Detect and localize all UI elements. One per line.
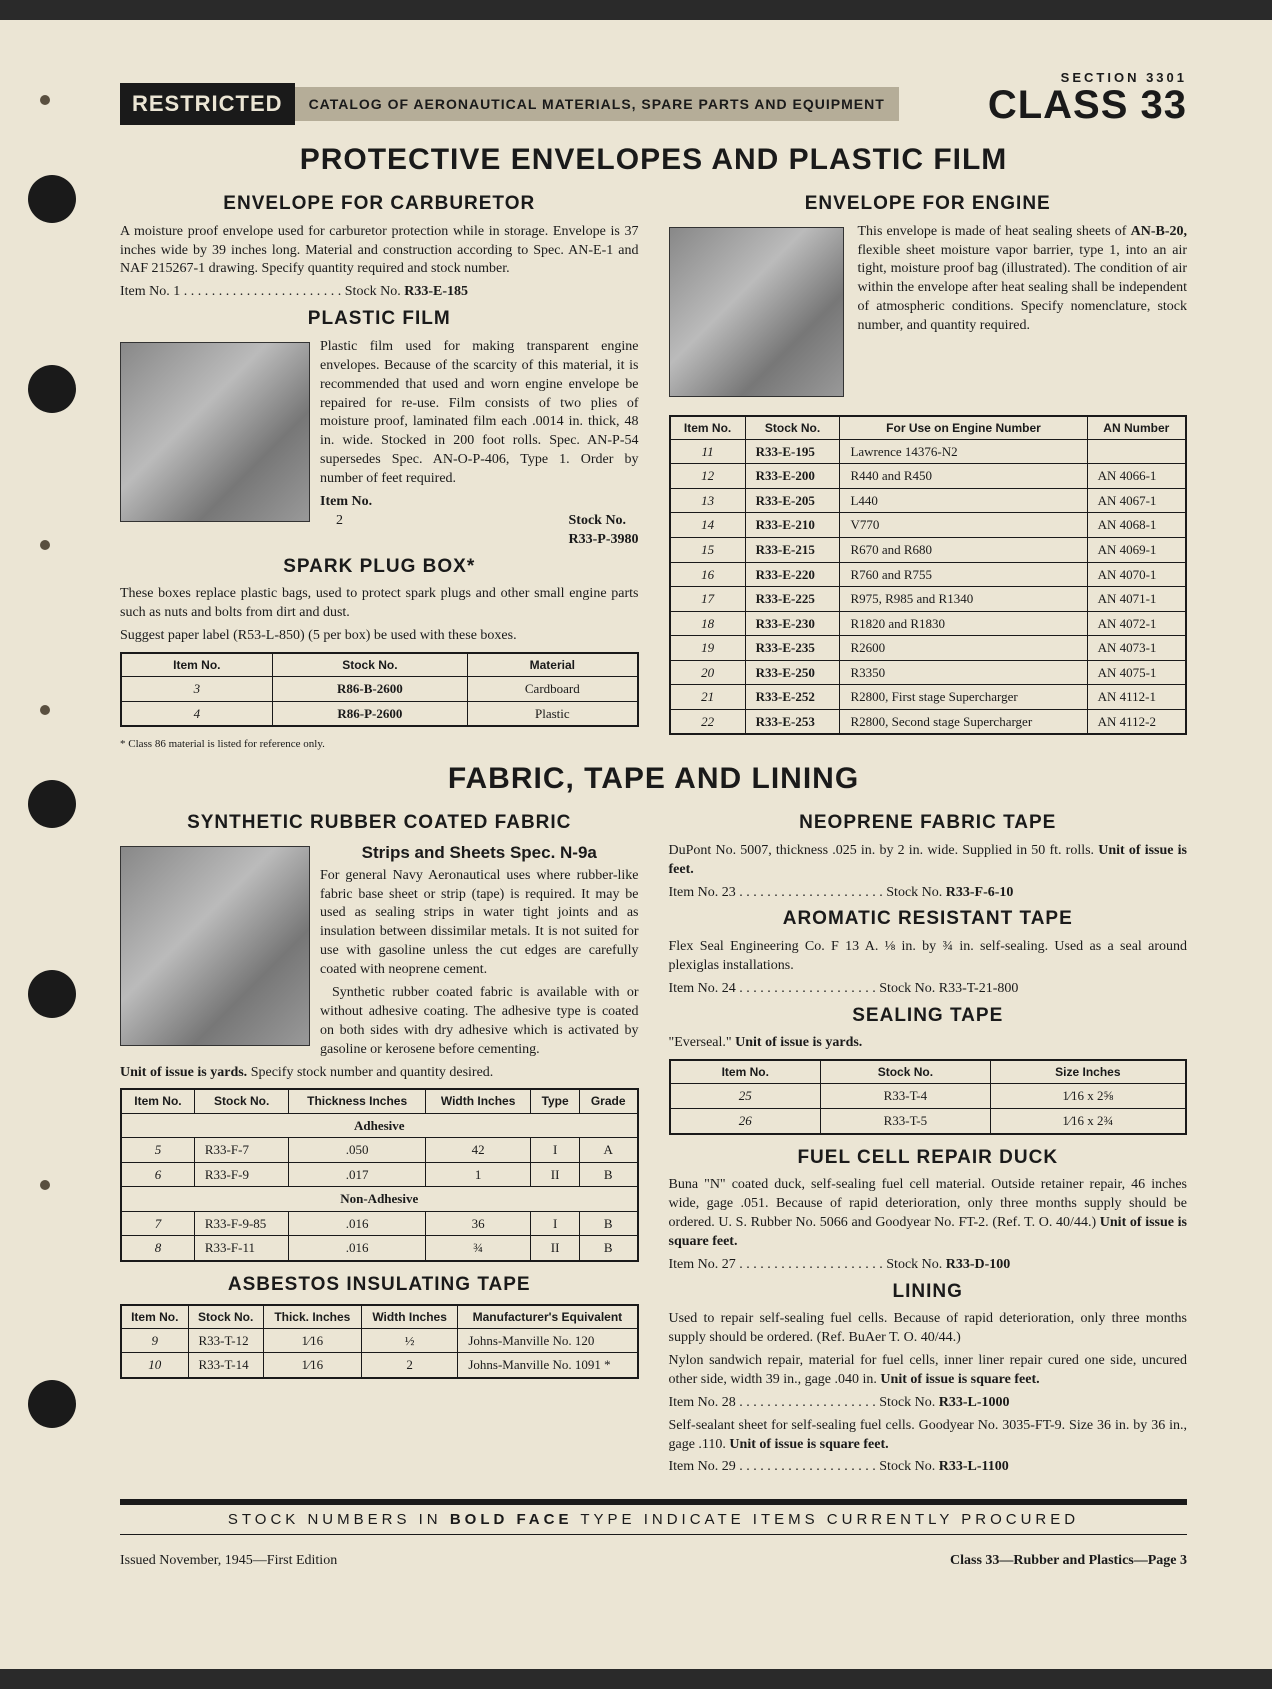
lining-heading: LINING bbox=[669, 1279, 1188, 1305]
neoprene-heading: NEOPRENE FABRIC TAPE bbox=[669, 810, 1188, 836]
plastic-film-image bbox=[120, 342, 310, 522]
rubber-fabric-table: Item No.Stock No. Thickness InchesWidth … bbox=[120, 1088, 639, 1261]
catalog-page: RESTRICTED CATALOG OF AERONAUTICAL MATER… bbox=[0, 20, 1272, 1669]
left-column-top: ENVELOPE FOR CARBURETOR A moisture proof… bbox=[120, 187, 639, 752]
table-row: 14R33-E-210V770AN 4068-1 bbox=[670, 513, 1187, 538]
aromatic-stock: Item No. 24 . . . . . . . . . . . . . . … bbox=[669, 980, 1188, 999]
binder-hole bbox=[28, 1380, 76, 1428]
lining-stock-2: Item No. 29 . . . . . . . . . . . . . . … bbox=[669, 1458, 1188, 1477]
table-row: 25R33-T-41⁄16 x 2⅝ bbox=[670, 1084, 1187, 1109]
issue-row: Issued November, 1945—First Edition Clas… bbox=[120, 1553, 1187, 1569]
footer-bar: STOCK NUMBERS IN BOLD FACE TYPE INDICATE… bbox=[120, 1499, 1187, 1535]
duck-text: Buna "N" coated duck, self-sealing fuel … bbox=[669, 1176, 1188, 1252]
spark-plug-table: Item No.Stock No.Material 3R86-B-2600Car… bbox=[120, 652, 639, 727]
table-row: 6R33-F-9.0171IIB bbox=[121, 1162, 638, 1187]
right-column-bottom: NEOPRENE FABRIC TAPE DuPont No. 5007, th… bbox=[669, 806, 1188, 1481]
rubber-text-3: Unit of issue is yards. Specify stock nu… bbox=[120, 1064, 639, 1083]
table-row: 17R33-E-225R975, R985 and R1340AN 4071-1 bbox=[670, 587, 1187, 612]
neoprene-text: DuPont No. 5007, thickness .025 in. by 2… bbox=[669, 842, 1188, 880]
mark bbox=[40, 95, 50, 105]
binder-hole bbox=[28, 780, 76, 828]
table-row: 8R33-F-11.016¾IIB bbox=[121, 1236, 638, 1261]
binder-hole bbox=[28, 365, 76, 413]
rubber-fabric-heading: SYNTHETIC RUBBER COATED FABRIC bbox=[120, 810, 639, 836]
table-row: 4R86-P-2600Plastic bbox=[121, 701, 638, 726]
table-row: 20R33-E-250R3350AN 4075-1 bbox=[670, 660, 1187, 685]
table-row: 12R33-E-200R440 and R450AN 4066-1 bbox=[670, 464, 1187, 489]
table-row: 22R33-E-253R2800, Second stage Superchar… bbox=[670, 709, 1187, 734]
aromatic-text: Flex Seal Engineering Co. F 13 A. ⅛ in. … bbox=[669, 938, 1188, 976]
catalog-title-bar: CATALOG OF AERONAUTICAL MATERIALS, SPARE… bbox=[295, 87, 899, 121]
table-row: 11R33-E-195Lawrence 14376-N2 bbox=[670, 439, 1187, 464]
sealing-table: Item No.Stock No.Size Inches 25R33-T-41⁄… bbox=[669, 1059, 1188, 1134]
neoprene-stock: Item No. 23 . . . . . . . . . . . . . . … bbox=[669, 884, 1188, 903]
class-number: CLASS 33 bbox=[988, 85, 1187, 125]
table-row: 19R33-E-235R2600AN 4073-1 bbox=[670, 636, 1187, 661]
table-row: 10R33-T-141⁄162Johns-Manville No. 1091 * bbox=[121, 1353, 638, 1378]
binder-hole bbox=[28, 970, 76, 1018]
table-row: 7R33-F-9-85.01636IB bbox=[121, 1211, 638, 1236]
engine-envelope-heading: ENVELOPE FOR ENGINE bbox=[669, 191, 1188, 217]
right-column-top: ENVELOPE FOR ENGINE This envelope is mad… bbox=[669, 187, 1188, 752]
lining-text-1: Used to repair self-sealing fuel cells. … bbox=[669, 1310, 1188, 1348]
left-column-bottom: SYNTHETIC RUBBER COATED FABRIC Strips an… bbox=[120, 806, 639, 1481]
main-heading-1: PROTECTIVE ENVELOPES AND PLASTIC FILM bbox=[120, 143, 1187, 177]
engine-envelope-table: Item No.Stock No. For Use on Engine Numb… bbox=[669, 415, 1188, 736]
carburetor-stock-line: Item No. 1 . . . . . . . . . . . . . . .… bbox=[120, 283, 639, 302]
table-row: 21R33-E-252R2800, First stage Supercharg… bbox=[670, 685, 1187, 710]
lining-text-3: Self-sealant sheet for self-sealing fuel… bbox=[669, 1417, 1188, 1455]
spark-text-1: These boxes replace plastic bags, used t… bbox=[120, 585, 639, 623]
mark bbox=[40, 540, 50, 550]
page-number: Class 33—Rubber and Plastics—Page 3 bbox=[950, 1553, 1187, 1569]
spark-text-2: Suggest paper label (R53-L-850) (5 per b… bbox=[120, 627, 639, 646]
lining-text-2: Nylon sandwich repair, material for fuel… bbox=[669, 1352, 1188, 1390]
sealing-heading: SEALING TAPE bbox=[669, 1003, 1188, 1029]
restricted-badge: RESTRICTED bbox=[120, 83, 295, 125]
mark bbox=[40, 705, 50, 715]
lining-stock-1: Item No. 28 . . . . . . . . . . . . . . … bbox=[669, 1394, 1188, 1413]
carburetor-heading: ENVELOPE FOR CARBURETOR bbox=[120, 191, 639, 217]
table-row: 15R33-E-215R670 and R680AN 4069-1 bbox=[670, 538, 1187, 563]
table-row: 9R33-T-121⁄16½Johns-Manville No. 120 bbox=[121, 1328, 638, 1353]
asbestos-table: Item No.Stock No. Thick. InchesWidth Inc… bbox=[120, 1304, 639, 1379]
plastic-film-heading: PLASTIC FILM bbox=[120, 306, 639, 332]
asbestos-heading: ASBESTOS INSULATING TAPE bbox=[120, 1272, 639, 1298]
table-row: 13R33-E-205L440AN 4067-1 bbox=[670, 488, 1187, 513]
carburetor-text: A moisture proof envelope used for carbu… bbox=[120, 223, 639, 280]
issued-date: Issued November, 1945—First Edition bbox=[120, 1553, 337, 1569]
main-heading-2: FABRIC, TAPE AND LINING bbox=[120, 762, 1187, 796]
table-row: 16R33-E-220R760 and R755AN 4070-1 bbox=[670, 562, 1187, 587]
sealing-text: "Everseal." Unit of issue is yards. bbox=[669, 1034, 1188, 1053]
table-row: 26R33-T-51⁄16 x 2¾ bbox=[670, 1108, 1187, 1133]
table-row: 5R33-F-7.05042IA bbox=[121, 1138, 638, 1163]
rubber-fabric-image bbox=[120, 846, 310, 1046]
engine-envelope-image bbox=[669, 227, 844, 397]
table-row: 3R86-B-2600Cardboard bbox=[121, 677, 638, 702]
mark bbox=[40, 1180, 50, 1190]
page-header: RESTRICTED CATALOG OF AERONAUTICAL MATER… bbox=[120, 70, 1187, 125]
aromatic-heading: AROMATIC RESISTANT TAPE bbox=[669, 906, 1188, 932]
duck-stock: Item No. 27 . . . . . . . . . . . . . . … bbox=[669, 1256, 1188, 1275]
table-row: 18R33-E-230R1820 and R1830AN 4072-1 bbox=[670, 611, 1187, 636]
spark-plug-heading: SPARK PLUG BOX* bbox=[120, 554, 639, 580]
duck-heading: FUEL CELL REPAIR DUCK bbox=[669, 1145, 1188, 1171]
binder-hole bbox=[28, 175, 76, 223]
spark-footnote: * Class 86 material is listed for refere… bbox=[120, 737, 639, 752]
